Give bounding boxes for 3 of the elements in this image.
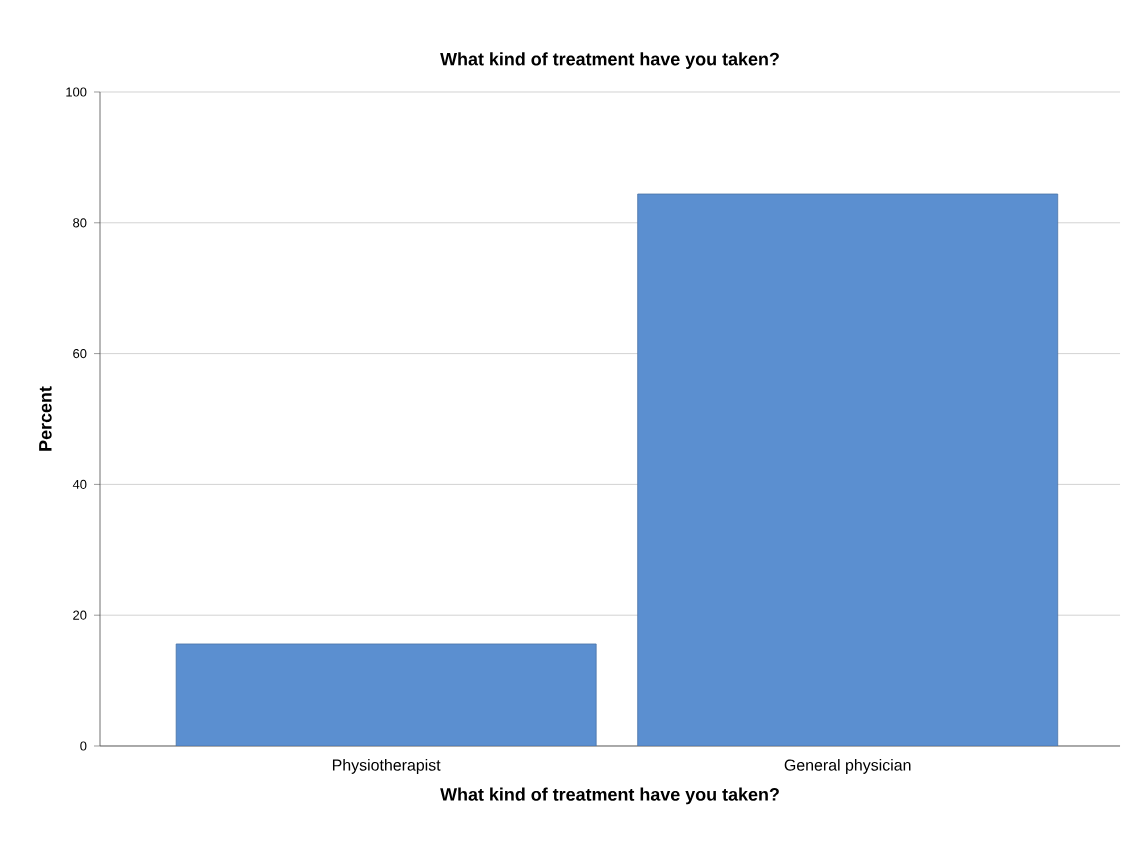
chart-title: What kind of treatment have you taken? [440, 52, 779, 69]
x-axis-title: What kind of treatment have you taken? [440, 787, 779, 805]
y-axis-title: Percent [39, 386, 52, 451]
